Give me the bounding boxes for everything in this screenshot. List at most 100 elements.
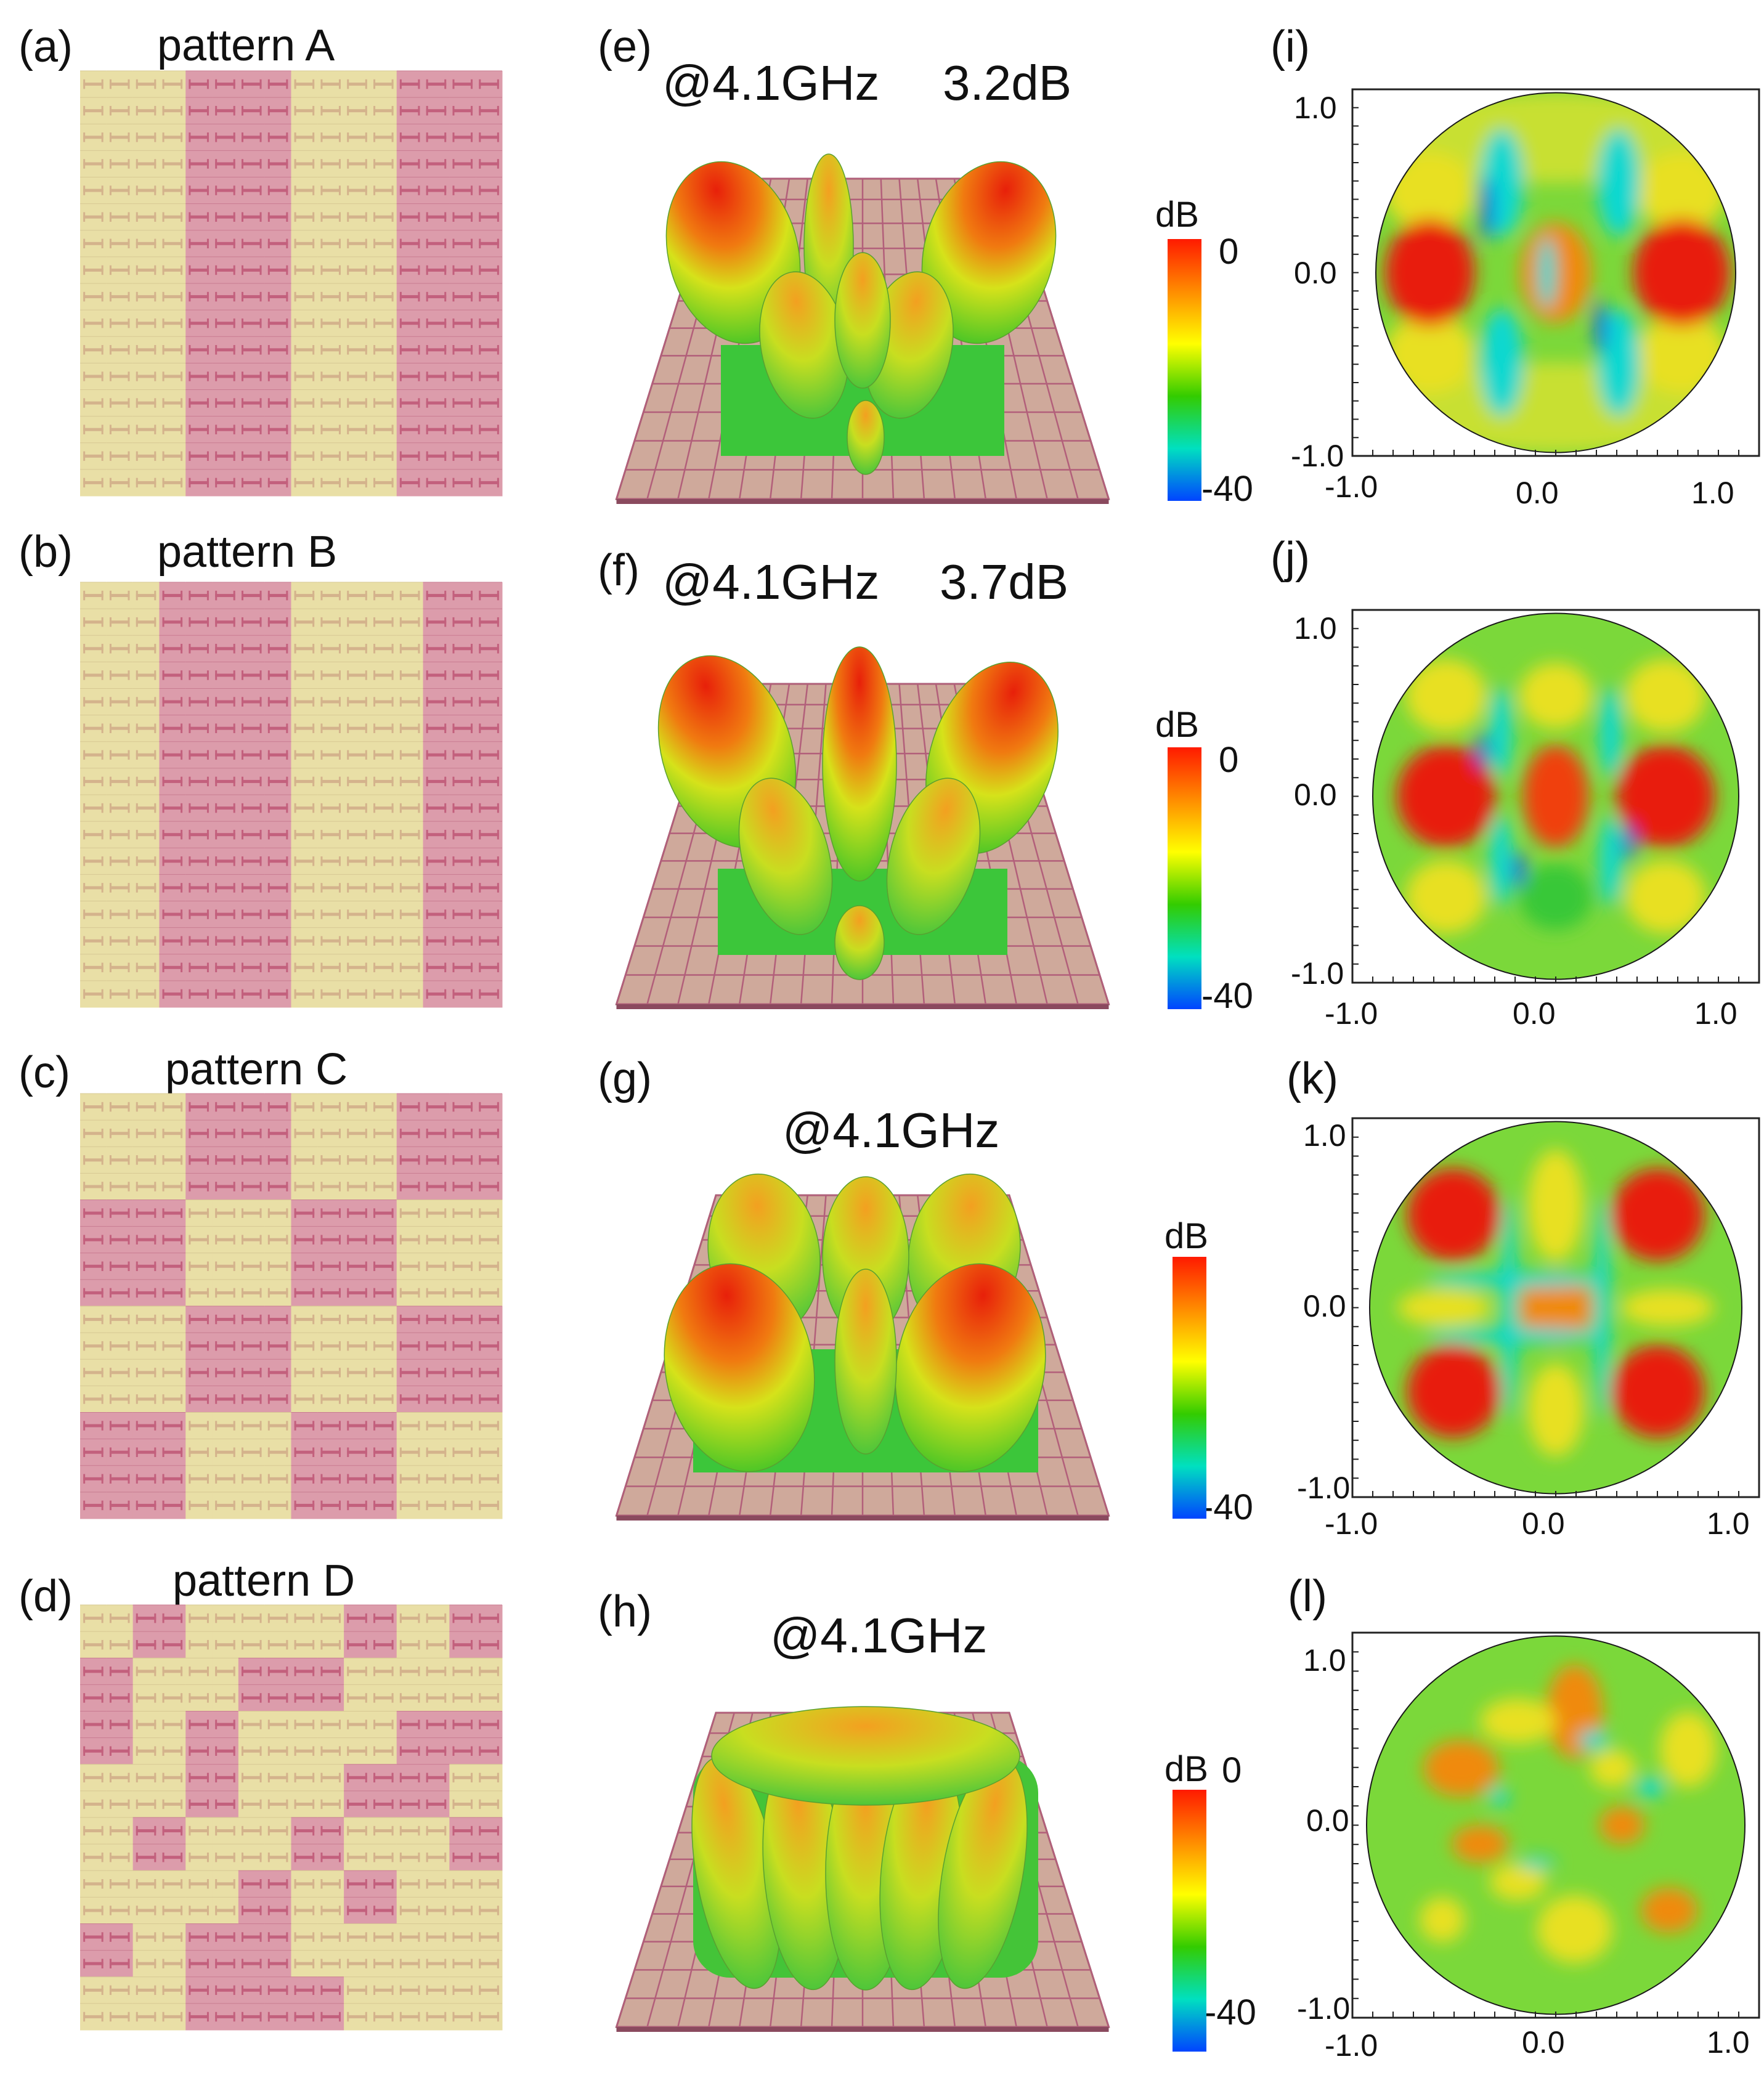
pattern-b-cell: [264, 794, 291, 822]
pattern-b-cell: [185, 821, 213, 848]
pattern-c-cell: [291, 1492, 318, 1519]
colorbar-max-h: 0: [1222, 1750, 1242, 1790]
pattern-c-cell: [476, 1492, 503, 1519]
pattern-a-cell: [423, 150, 450, 177]
pattern-a-cell: [423, 283, 450, 311]
pattern-a-title: pattern A: [157, 21, 335, 70]
pattern-b-cell: [317, 582, 344, 609]
pattern-a-cell: [264, 389, 291, 417]
pattern-b-cell: [132, 874, 160, 901]
pattern-b-cell: [449, 688, 476, 716]
pattern-b-cell: [291, 635, 318, 662]
pattern-c-cell: [159, 1146, 186, 1174]
pattern-a-cell: [291, 256, 318, 284]
radiation-lobe: [822, 646, 897, 882]
colorbar-min-e: -40: [1201, 469, 1253, 509]
pattern-a-cell: [291, 283, 318, 311]
pattern-a-cell: [344, 150, 371, 177]
pattern-c-cell: [396, 1172, 424, 1200]
pattern-a-cell: [238, 389, 266, 417]
pattern-c-cell: [449, 1306, 476, 1333]
pattern-c-cell: [132, 1279, 160, 1307]
pattern-a-cell: [449, 177, 476, 205]
pattern-c-cell: [291, 1093, 318, 1121]
pattern-a-cell: [476, 309, 503, 337]
pattern-c-cell: [185, 1119, 213, 1147]
pattern-b-cell: [291, 874, 318, 901]
pattern-a-cell: [185, 150, 213, 177]
pattern-c-cell: [449, 1146, 476, 1174]
map-blob: [1405, 659, 1487, 733]
xtick-right-i: 1.0: [1691, 476, 1734, 510]
pattern-d-cell: [106, 2003, 134, 2031]
pattern-c-cell: [423, 1332, 450, 1360]
pattern-a-cell: [423, 362, 450, 390]
pattern-a-cell: [159, 150, 186, 177]
pattern-c-cell: [185, 1385, 213, 1413]
pattern-d-cell: [132, 1711, 160, 1739]
map-blob: [1419, 1897, 1465, 1943]
pattern-a-cell: [238, 416, 266, 444]
pattern-c-cell: [185, 1332, 213, 1360]
pattern-c-cell: [396, 1306, 424, 1333]
pattern-c-cell: [476, 1332, 503, 1360]
pattern-c-cell: [238, 1439, 266, 1466]
pattern-a-cell: [370, 283, 397, 311]
pattern-c-cell: [396, 1200, 424, 1227]
pattern-c-cell: [264, 1146, 291, 1174]
pattern-d-cell: [317, 1764, 344, 1792]
pattern-c-cell: [476, 1385, 503, 1413]
pattern-a-cell: [238, 283, 266, 311]
pattern-b-cell: [317, 768, 344, 795]
ytick-bot-j: -1.0: [1291, 956, 1344, 991]
pattern-c-cell: [396, 1465, 424, 1493]
pattern-a-cell: [264, 177, 291, 205]
map-blob: [1518, 1270, 1593, 1345]
pattern-b-cell: [370, 874, 397, 901]
pattern-a-cell: [106, 336, 134, 363]
pattern-a-cell: [106, 70, 134, 98]
pattern-c-cell: [80, 1492, 107, 1519]
pattern-d-cell: [396, 1631, 424, 1659]
radiation-lobe: [834, 1269, 897, 1455]
pattern-d-cell: [344, 1790, 371, 1818]
map-blob: [1482, 177, 1493, 242]
pattern-a-cell: [476, 283, 503, 311]
pattern-c-cell: [344, 1465, 371, 1493]
pattern-b-cell: [264, 927, 291, 955]
pattern-b-cell: [159, 874, 186, 901]
pattern-d-cell: [185, 1896, 213, 1924]
pattern-d-cell: [132, 1870, 160, 1898]
pattern-d-cell: [238, 1817, 266, 1845]
pattern-b-cell: [423, 635, 450, 662]
pattern-a-cell: [423, 70, 450, 98]
pattern-a-cell: [80, 416, 107, 444]
pattern-b-cell: [238, 741, 266, 769]
pattern-c-cell: [185, 1358, 213, 1386]
pattern-d-cell: [264, 1684, 291, 1712]
pattern-a-cell: [370, 230, 397, 258]
radiation-lobe: [847, 400, 885, 475]
freq-label-h: @4.1GHz: [770, 1608, 988, 1663]
map-blob: [1625, 659, 1706, 733]
pattern-a-cell: [159, 469, 186, 497]
pattern-c-cell: [264, 1119, 291, 1147]
map-blob: [1384, 218, 1475, 327]
pattern-d-cell: [423, 1764, 450, 1792]
pattern-d-cell: [106, 1657, 134, 1685]
pattern-d-cell: [238, 2003, 266, 2031]
pattern-d-cell: [106, 1817, 134, 1845]
pattern-a-cell: [476, 469, 503, 497]
pattern-b-cell: [396, 954, 424, 981]
map-blob: [1623, 824, 1635, 861]
pattern-a-cell: [132, 230, 160, 258]
pattern-b-cell: [291, 661, 318, 689]
pattern-a-cell: [132, 416, 160, 444]
pattern-c-cell: [159, 1439, 186, 1466]
pattern-d-title: pattern D: [173, 1556, 356, 1606]
pattern-c-cell: [80, 1439, 107, 1466]
pattern-c-cell: [317, 1253, 344, 1280]
pattern-b-cell: [370, 847, 397, 875]
pattern-d-cell: [159, 1711, 186, 1739]
pattern-b-cell: [185, 661, 213, 689]
